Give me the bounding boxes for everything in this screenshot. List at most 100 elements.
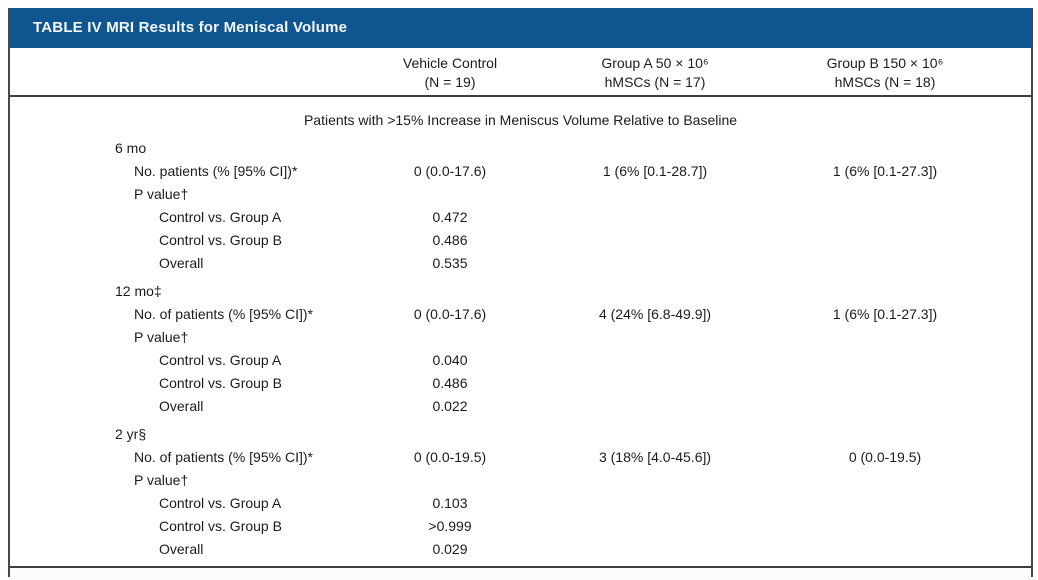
row-value: 0 (0.0-17.6)	[413, 163, 487, 179]
table-body: Patients with >15% Increase in Meniscus …	[10, 109, 1031, 580]
row-value	[770, 372, 1000, 395]
row-label: 2 yr§	[115, 426, 147, 442]
column-header-line: Vehicle Control	[402, 54, 498, 71]
row-label: Control vs. Group B	[159, 518, 282, 534]
row-value: 1 (6% [0.1-28.7])	[602, 163, 708, 179]
table-row: 12 mo‡	[10, 280, 1031, 303]
row-value	[540, 469, 770, 492]
table-row: 6 mo	[10, 137, 1031, 160]
row-value: 0.022	[432, 398, 468, 414]
column-header-group-b: Group B 150 × 10⁶ hMSCs (N = 18)	[770, 54, 1000, 92]
row-label: Control vs. Group B	[159, 232, 282, 248]
row-value	[540, 423, 770, 446]
row-value: 0.535	[432, 255, 468, 271]
row-value	[360, 326, 540, 349]
table-title: TABLE IV MRI Results for Meniscal Volume	[33, 19, 348, 36]
row-value	[540, 538, 770, 561]
row-value	[770, 515, 1000, 538]
row-value	[540, 183, 770, 206]
row-value	[360, 469, 540, 492]
row-value: 0.040	[432, 352, 468, 368]
table-row: Control vs. Group B 0.486	[10, 229, 1031, 252]
row-value	[360, 137, 540, 160]
row-value	[540, 137, 770, 160]
row-label: 6 mo	[115, 140, 147, 156]
table-row: P value†	[10, 326, 1031, 349]
row-value: 0.472	[432, 209, 468, 225]
row-value	[770, 469, 1000, 492]
row-value	[770, 423, 1000, 446]
row-value: 0 (0.0-19.5)	[413, 449, 487, 465]
column-header-vehicle-control: Vehicle Control (N = 19)	[360, 54, 540, 92]
column-header-line: Group A 50 × 10⁶	[601, 54, 709, 71]
row-value: 3 (18% [4.0-45.6])	[598, 449, 712, 465]
row-value: 0.486	[432, 375, 468, 391]
row-value	[540, 515, 770, 538]
row-label: 12 mo‡	[115, 283, 162, 299]
row-value	[770, 349, 1000, 372]
row-value	[770, 280, 1000, 303]
row-label: Control vs. Group A	[159, 352, 282, 368]
bottom-divider	[10, 566, 1031, 568]
row-value	[540, 395, 770, 418]
row-value	[360, 280, 540, 303]
row-value: 0.103	[432, 495, 468, 511]
row-label: P value†	[134, 329, 189, 345]
row-value	[770, 395, 1000, 418]
row-label: P value†	[134, 472, 189, 488]
row-value	[360, 183, 540, 206]
row-label: Control vs. Group A	[159, 495, 282, 511]
column-header-line: Group B 150 × 10⁶	[826, 54, 944, 71]
row-value	[770, 252, 1000, 275]
table-row: Control vs. Group A 0.103	[10, 492, 1031, 515]
row-value	[770, 229, 1000, 252]
row-value	[540, 280, 770, 303]
table-row: Control vs. Group B 0.486	[10, 372, 1031, 395]
row-value	[770, 326, 1000, 349]
row-value: 0 (0.0-19.5)	[848, 449, 922, 465]
row-label: No. of patients (% [95% CI])*	[134, 306, 313, 322]
table-row: Control vs. Group A 0.040	[10, 349, 1031, 372]
table-row: No. of patients (% [95% CI])* 0 (0.0-19.5…	[10, 446, 1031, 469]
row-label: No. of patients (% [95% CI])*	[134, 449, 313, 465]
row-value	[540, 492, 770, 515]
row-label: No. patients (% [95% CI])*	[134, 163, 298, 179]
table-row: Control vs. Group B >0.999	[10, 515, 1031, 538]
mri-results-table: TABLE IV MRI Results for Meniscal Volume…	[8, 8, 1033, 580]
row-value	[770, 137, 1000, 160]
table-row: P value†	[10, 469, 1031, 492]
table-row: No. of patients (% [95% CI])* 0 (0.0-17.6…	[10, 303, 1031, 326]
row-value	[540, 326, 770, 349]
table-row: 2 yr§	[10, 423, 1031, 446]
column-header-group-a: Group A 50 × 10⁶ hMSCs (N = 17)	[540, 54, 770, 92]
table-rows-container: 6 mo No. patients (% [95% CI])* 0 (0.0-17.…	[10, 137, 1031, 561]
row-value	[770, 538, 1000, 561]
row-value: 1 (6% [0.1-27.3])	[832, 163, 938, 179]
row-value	[770, 492, 1000, 515]
row-label: Overall	[159, 541, 204, 557]
table-row: No. patients (% [95% CI])* 0 (0.0-17.6) 1 …	[10, 160, 1031, 183]
row-value	[540, 229, 770, 252]
table-title-bar: TABLE IV MRI Results for Meniscal Volume	[10, 8, 1031, 48]
footnote-area-cutoff	[10, 568, 1031, 580]
row-label: Control vs. Group B	[159, 375, 282, 391]
row-label: Overall	[159, 398, 204, 414]
table-row: Overall 0.022	[10, 395, 1031, 418]
row-value: 0.486	[432, 232, 468, 248]
row-value	[770, 206, 1000, 229]
table-row: Overall 0.535	[10, 252, 1031, 275]
row-value	[360, 423, 540, 446]
row-value: 0 (0.0-17.6)	[413, 306, 487, 322]
row-value: 4 (24% [6.8-49.9])	[598, 306, 712, 322]
row-value	[770, 183, 1000, 206]
row-value	[540, 252, 770, 275]
row-value	[540, 206, 770, 229]
row-value	[540, 349, 770, 372]
row-value: 0.029	[432, 541, 468, 557]
column-header-line: hMSCs (N = 17)	[604, 73, 706, 90]
table-row: Overall 0.029	[10, 538, 1031, 561]
column-header-line: (N = 19)	[424, 73, 476, 90]
row-label: Overall	[159, 255, 204, 271]
row-value	[540, 372, 770, 395]
